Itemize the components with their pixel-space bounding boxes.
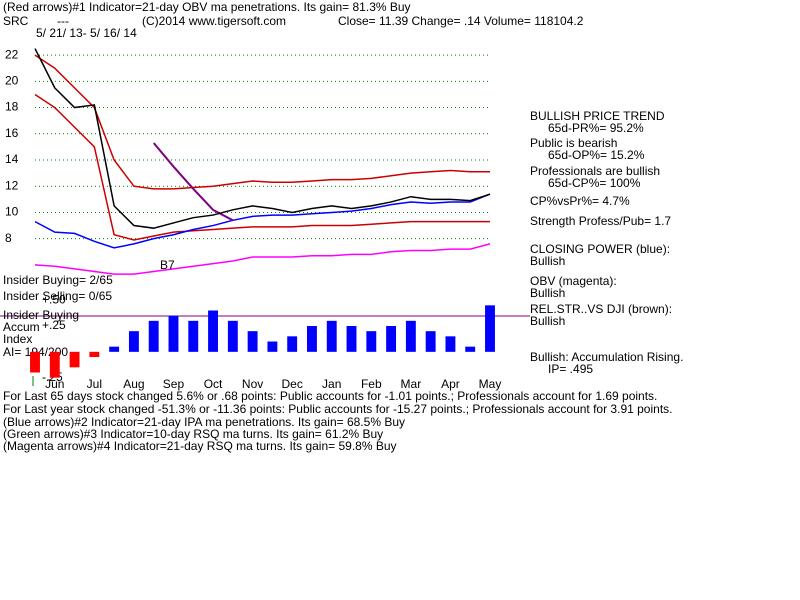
- x-tick-label: Jun: [45, 377, 64, 391]
- x-tick-label: Jan: [322, 377, 341, 391]
- x-tick-label: Mar: [401, 377, 422, 391]
- bar: [326, 320, 337, 352]
- y-tick-label: 12: [5, 178, 19, 192]
- series-line: [34, 93, 490, 241]
- annotation: Bullish: [530, 314, 565, 328]
- annotation: 65d-PR%= 95.2%: [548, 121, 644, 135]
- annotation: For Last year stock changed -51.3% or -1…: [3, 402, 672, 416]
- bar: [267, 341, 278, 352]
- chart-title: (Red arrows)#1 Indicator=21-day OBV ma p…: [3, 0, 411, 14]
- x-tick-label: Dec: [282, 377, 303, 391]
- bar: [366, 331, 377, 352]
- annotation: CLOSING POWER (blue):: [530, 242, 670, 256]
- annotation: ---: [57, 14, 69, 28]
- annotation: Strength Profess/Pub= 1.7: [530, 214, 671, 228]
- bar: [128, 331, 139, 352]
- bar: [89, 351, 100, 357]
- y-tick-label: 10: [5, 205, 19, 219]
- bar: [287, 336, 298, 352]
- y-tick-label: 22: [5, 47, 19, 61]
- annotation: (Magenta arrows)#4 Indicator=21-day RSQ …: [3, 439, 397, 453]
- bar: [168, 315, 179, 352]
- y-tick-label: 18: [5, 100, 19, 114]
- bar: [425, 331, 436, 352]
- series-line: [34, 54, 490, 190]
- series-line: [34, 48, 491, 229]
- annotation: Insider Buying= 2/65: [3, 273, 113, 287]
- y-tick-label: +.25: [42, 318, 66, 332]
- y-tick-label: 8: [5, 231, 12, 245]
- annotation: REL.STR..VS DJI (brown):: [530, 302, 672, 316]
- series-line: [34, 243, 491, 275]
- annotation: Accum: [3, 320, 40, 334]
- bar: [109, 346, 120, 352]
- annotation: 65d-OP%= 15.2%: [548, 148, 645, 162]
- annotation: 65d-CP%= 100%: [548, 176, 641, 190]
- annotation: IP= .495: [548, 362, 593, 376]
- bar: [49, 351, 60, 378]
- bar: [188, 320, 199, 352]
- annotation: Bullish: [530, 286, 565, 300]
- annotation: B7: [160, 258, 175, 272]
- bar: [208, 310, 218, 352]
- bar: [148, 320, 159, 352]
- annotation: BULLISH PRICE TREND: [530, 109, 665, 123]
- y-tick-label: 20: [5, 74, 19, 88]
- bar: [445, 336, 456, 352]
- x-tick-label: Aug: [123, 377, 144, 391]
- annotation: Insider Selling= 0/65: [3, 289, 112, 303]
- annotation: Index: [3, 332, 32, 346]
- series-line: [34, 193, 491, 249]
- annotation: SRC: [3, 14, 29, 28]
- annotation: Bullish: Accumulation Rising.: [530, 350, 683, 364]
- x-tick-label: Feb: [361, 377, 382, 391]
- annotation: Insider Buying: [3, 308, 79, 322]
- annotation: OBV (magenta):: [530, 274, 617, 288]
- bar: [346, 326, 357, 352]
- bar: [247, 331, 258, 352]
- annotation: Bullish: [530, 254, 565, 268]
- annotation: Public is bearish: [530, 136, 617, 150]
- bar: [30, 351, 40, 373]
- x-tick-label: Oct: [204, 377, 223, 391]
- annotation: 5/ 21/ 13- 5/ 16/ 14: [36, 26, 137, 40]
- bar: [485, 305, 495, 352]
- x-tick-label: Nov: [242, 377, 263, 391]
- annotation: (Green arrows)#3 Indicator=10-day RSQ ma…: [3, 427, 383, 441]
- bar: [405, 320, 416, 352]
- x-tick-label: Sep: [163, 377, 185, 391]
- y-tick-label: 14: [5, 152, 19, 166]
- annotation: For Last 65 days stock changed 5.6% or .…: [3, 389, 657, 403]
- x-tick-label: Jul: [87, 377, 102, 391]
- x-tick-label: May: [479, 377, 502, 391]
- y-tick-label: 16: [5, 126, 19, 140]
- bar: [69, 351, 80, 368]
- annotation: CP%vsPr%= 4.7%: [530, 194, 630, 208]
- annotation: Close= 11.39 Change= .14 Volume= 118104.…: [338, 14, 584, 28]
- bar: [386, 326, 397, 352]
- annotation: (C)2014 www.tigersoft.com: [142, 14, 286, 28]
- y-tick-label: +.50: [42, 292, 66, 306]
- annotation: Professionals are bullish: [530, 164, 660, 178]
- bar: [307, 326, 317, 352]
- bar: [465, 346, 476, 352]
- bar: [227, 320, 238, 352]
- x-tick-label: Apr: [441, 377, 460, 391]
- annotation: (Blue arrows)#2 Indicator=21-day IPA ma …: [3, 415, 405, 429]
